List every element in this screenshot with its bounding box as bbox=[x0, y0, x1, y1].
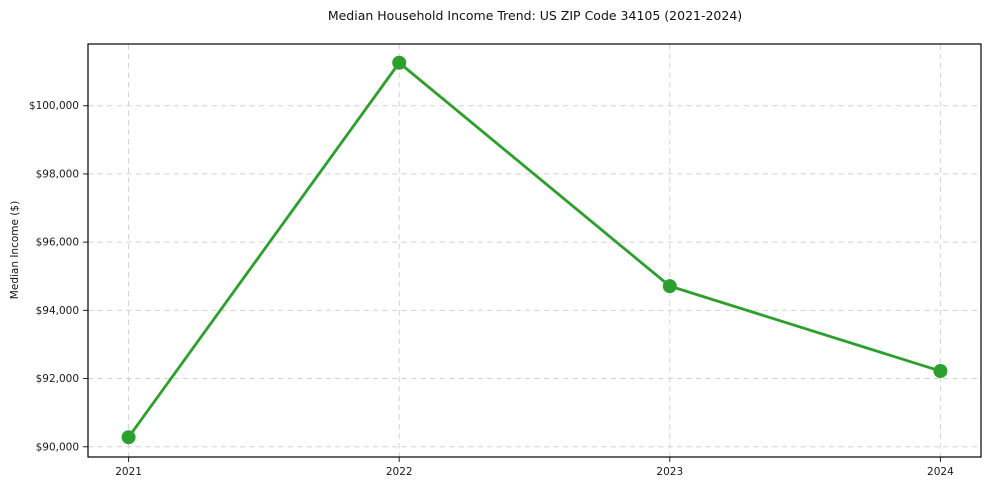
y-tick-label: $92,000 bbox=[36, 373, 79, 385]
data-point-2024 bbox=[933, 364, 948, 379]
income-trend-line bbox=[127, 61, 942, 439]
plot-border bbox=[87, 43, 982, 458]
y-tick-label: $94,000 bbox=[36, 305, 79, 317]
y-tick-label: $98,000 bbox=[36, 168, 79, 180]
x-tick-label: 2022 bbox=[386, 466, 413, 478]
data-point-2022 bbox=[392, 55, 407, 70]
chart-title: Median Household Income Trend: US ZIP Co… bbox=[327, 8, 743, 23]
x-tick-label: 2023 bbox=[656, 466, 683, 478]
y-tick-label: $96,000 bbox=[36, 237, 79, 249]
y-tick-label: $90,000 bbox=[36, 441, 79, 453]
x-tick-label: 2024 bbox=[927, 466, 954, 478]
data-point-2021 bbox=[121, 430, 136, 445]
y-tick-label: $100,000 bbox=[29, 100, 79, 112]
x-tick-label: 2021 bbox=[115, 466, 142, 478]
data-point-2023 bbox=[662, 279, 677, 294]
